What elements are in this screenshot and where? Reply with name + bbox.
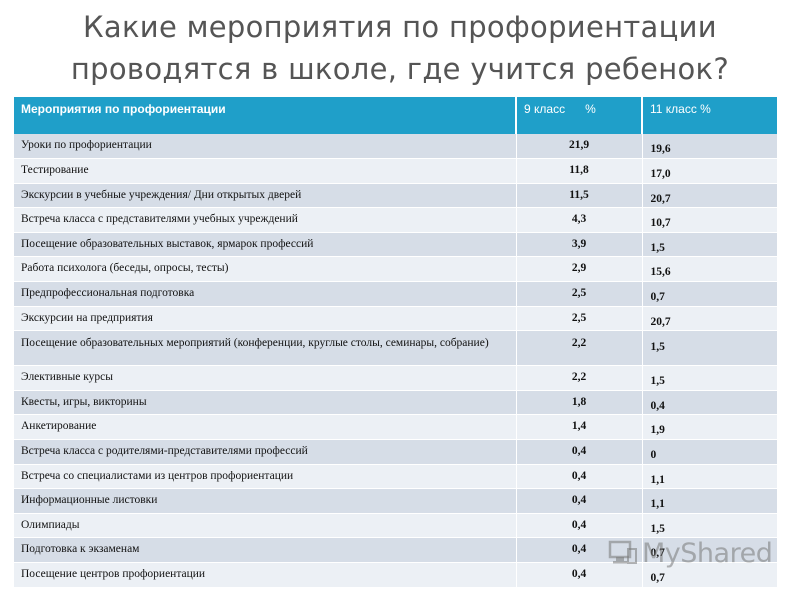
- survey-table: Мероприятия по профориентации 9 класс % …: [14, 97, 777, 588]
- header-grade11: 11 класс %: [642, 97, 777, 134]
- grade9-value: 11,8: [516, 158, 643, 184]
- activity-cell: Элективные курсы: [14, 365, 517, 391]
- grade11-value: 0,4: [642, 390, 777, 416]
- grade11-value: 1,1: [642, 464, 777, 490]
- activity-cell: Посещение центров профориентации: [14, 562, 517, 588]
- table-row: Работа психолога (беседы, опросы, тесты)…: [14, 256, 777, 283]
- grade11-value: 15,6: [642, 256, 777, 283]
- myshared-logo-icon: [608, 540, 637, 564]
- activity-cell: Предпрофессиональная подготовка: [14, 281, 517, 307]
- activity-cell: Работа психолога (беседы, опросы, тесты): [14, 256, 517, 283]
- grade11-value: 1,5: [642, 513, 777, 539]
- grade9-value: 3,9: [516, 232, 643, 258]
- grade11-value: 0,7: [642, 537, 777, 563]
- grade11-value: 17,0: [642, 158, 777, 184]
- grade9-value: 2,2: [516, 330, 643, 367]
- activity-cell: Экскурсии в учебные учреждения/ Дни откр…: [14, 183, 517, 209]
- watermark: MyShared: [608, 537, 773, 569]
- activity-cell: Тестирование: [14, 158, 517, 184]
- table-row: Уроки по профориентации 21,9 19,6: [14, 134, 777, 160]
- grade9-value: 2,5: [516, 281, 643, 307]
- table-row: Встреча со специалистами из центров проф…: [14, 464, 777, 490]
- grade9-value: 0,4: [516, 562, 643, 588]
- activity-cell: Уроки по профориентации: [14, 134, 517, 160]
- grade11-value: 1,5: [642, 330, 777, 367]
- activity-cell: Встреча класса с представителями учебных…: [14, 207, 517, 233]
- grade11-value: 19,6: [642, 134, 777, 160]
- grade9-value: 0,4: [516, 464, 643, 490]
- grade11-value: 1,5: [642, 365, 777, 391]
- table-row: Информационные листовки 0,4 1,1: [14, 488, 777, 514]
- activity-cell: Информационные листовки: [14, 488, 517, 514]
- grade11-value: 1,5: [642, 232, 777, 258]
- activity-cell: Олимпиады: [14, 513, 517, 539]
- table-row: Тестирование 11,8 17,0: [14, 158, 777, 184]
- table-row: Экскурсии на предприятия 2,5 20,7: [14, 306, 777, 332]
- activity-cell: Анкетирование: [14, 414, 517, 441]
- grade11-value: 0,7: [642, 281, 777, 307]
- activity-cell: Посещение образовательных выставок, ярма…: [14, 232, 517, 258]
- table-row: Анкетирование 1,4 1,9: [14, 414, 777, 441]
- watermark-text: MyShared: [642, 537, 773, 569]
- table-row: Экскурсии в учебные учреждения/ Дни откр…: [14, 183, 777, 209]
- table-row: Посещение образовательных выставок, ярма…: [14, 232, 777, 258]
- slide-title-line-1: Какие мероприятия по профориентации: [83, 10, 717, 44]
- activity-cell: Экскурсии на предприятия: [14, 306, 517, 332]
- grade9-value: 2,9: [516, 256, 643, 283]
- grade9-value: 11,5: [516, 183, 643, 209]
- header-grade9: 9 класс %: [516, 97, 643, 134]
- grade11-value: 10,7: [642, 207, 777, 233]
- grade9-value: 2,2: [516, 365, 643, 391]
- table-row: Встреча класса с родителями-представител…: [14, 439, 777, 465]
- grade9-value: 1,4: [516, 414, 643, 441]
- activity-cell: Посещение образовательных мероприятий (к…: [14, 330, 517, 367]
- grade9-value: 1,8: [516, 390, 643, 416]
- grade9-value: 0,4: [516, 439, 643, 465]
- grade11-value: 20,7: [642, 183, 777, 209]
- grade9-value: 0,4: [516, 513, 643, 539]
- activity-cell: Встреча со специалистами из центров проф…: [14, 464, 517, 490]
- grade11-value: 0,7: [642, 562, 777, 588]
- slide-title: Какие мероприятия по профориентации пров…: [0, 6, 800, 90]
- table-body: Уроки по профориентации 21,9 19,6 Тестирова…: [14, 134, 777, 588]
- grade11-value: 1,1: [642, 488, 777, 514]
- grade9-value: 2,5: [516, 306, 643, 332]
- grade11-value: 1,9: [642, 414, 777, 441]
- activity-cell: Встреча класса с родителями-представител…: [14, 439, 517, 465]
- table-row: Посещение центров профориентации 0,4 0,7: [14, 562, 777, 588]
- table-row: Посещение образовательных мероприятий (к…: [14, 330, 777, 367]
- table-row: Предпрофессиональная подготовка 2,5 0,7: [14, 281, 777, 307]
- grade11-value: 20,7: [642, 306, 777, 332]
- table-row: Встреча класса с представителями учебных…: [14, 207, 777, 233]
- table-row: Олимпиады 0,4 1,5: [14, 513, 777, 539]
- grade9-value: 4,3: [516, 207, 643, 233]
- table-row: Квесты, игры, викторины 1,8 0,4: [14, 390, 777, 416]
- table-row: Элективные курсы 2,2 1,5: [14, 365, 777, 391]
- grade9-value: 0,4: [516, 488, 643, 514]
- grade9-value: 21,9: [516, 134, 643, 160]
- table-header-row: Мероприятия по профориентации 9 класс % …: [14, 97, 777, 134]
- slide-title-line-2: проводятся в школе, где учится ребенок?: [70, 52, 730, 86]
- activity-cell: Подготовка к экзаменам: [14, 537, 517, 563]
- header-activity: Мероприятия по профориентации: [14, 97, 517, 134]
- activity-cell: Квесты, игры, викторины: [14, 390, 517, 416]
- grade11-value: 0: [642, 439, 777, 465]
